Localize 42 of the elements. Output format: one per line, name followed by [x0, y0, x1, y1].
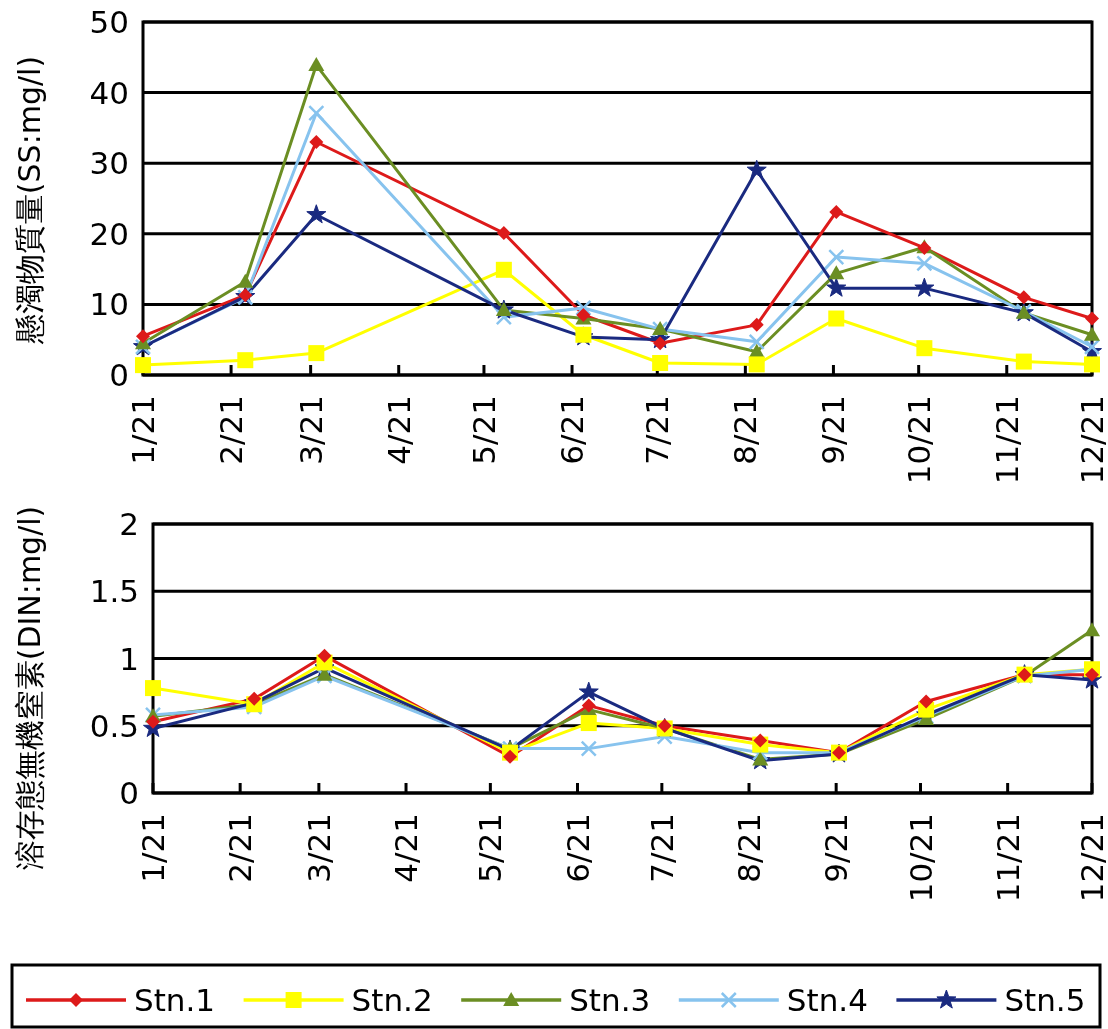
y-tick-label: 40: [89, 74, 129, 111]
x-tick-label: 10/21: [902, 813, 939, 903]
x-tick-label: 1/21: [135, 813, 171, 883]
legend-label: Stn.1: [134, 982, 216, 1018]
y-tick-label: 20: [89, 215, 129, 252]
y-tick-label: 10: [89, 286, 129, 323]
y-axis-title: 懸濁物質量(SS:mg/l): [12, 55, 47, 346]
x-tick-label: 11/21: [988, 395, 1025, 485]
y-tick-label: 0: [119, 775, 139, 811]
x-tick-label: 6/21: [554, 395, 591, 465]
x-tick-label: 3/21: [292, 395, 329, 465]
x-tick-label: 2/21: [213, 395, 250, 465]
y-tick-label: 1.5: [89, 573, 139, 610]
x-tick-label: 6/21: [559, 813, 596, 883]
x-tick-label: 5/21: [465, 395, 502, 465]
x-tick-label: 12/21: [1074, 813, 1108, 903]
x-tick-label: 8/21: [727, 395, 764, 465]
legend-label: Stn.2: [351, 982, 433, 1018]
y-tick-label: 2: [119, 506, 139, 542]
x-tick-label: 10/21: [900, 395, 937, 485]
x-tick-label: 7/21: [639, 395, 676, 465]
x-tick-label: 11/21: [989, 813, 1026, 903]
x-tick-label: 1/21: [125, 395, 161, 465]
x-tick-label: 4/21: [380, 395, 417, 465]
x-tick-label: 2/21: [222, 813, 259, 883]
x-tick-label: 7/21: [643, 813, 680, 883]
y-tick-label: 50: [89, 4, 129, 40]
legend-label: Stn.5: [1004, 982, 1086, 1018]
y-axis-title: 溶存態無機窒素(DIN:mg/l): [12, 505, 47, 871]
x-tick-label: 3/21: [300, 813, 337, 883]
y-tick-label: 30: [89, 145, 129, 182]
x-tick-label: 5/21: [472, 813, 509, 883]
y-tick-label: 0.5: [89, 707, 139, 744]
x-tick-label: 12/21: [1074, 395, 1108, 485]
x-tick-label: 9/21: [815, 395, 852, 465]
y-tick-label: 1: [119, 640, 139, 677]
legend-label: Stn.4: [786, 982, 868, 1018]
x-tick-label: 8/21: [731, 813, 768, 883]
y-tick-label: 0: [109, 357, 129, 393]
x-tick-label: 4/21: [388, 813, 425, 883]
x-tick-label: 9/21: [818, 813, 855, 883]
legend-label: Stn.3: [569, 982, 651, 1018]
